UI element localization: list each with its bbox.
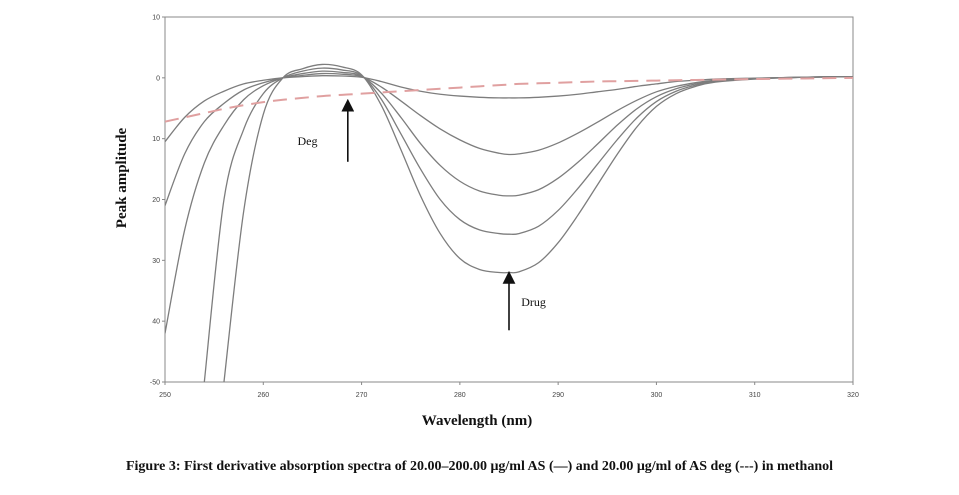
y-tick-label: 10 (152, 136, 160, 143)
x-tick-label: 260 (257, 392, 269, 399)
figure-caption: Figure 3: First derivative absorption sp… (125, 459, 834, 474)
x-tick-label: 280 (454, 392, 466, 399)
x-tick-label: 270 (356, 392, 368, 399)
series-line-drug (203, 67, 853, 382)
y-tick-label: -50 (150, 380, 160, 387)
y-tick-label: 10 (152, 15, 160, 22)
x-axis-title: Wavelength (nm) (422, 413, 532, 429)
series-line-drug (165, 75, 853, 143)
annotation-label: Drug (521, 295, 546, 309)
annotation-label: Deg (298, 134, 318, 148)
x-tick-label: 250 (159, 392, 171, 399)
series-line-drug (223, 63, 853, 382)
y-tick-label: 20 (152, 197, 160, 204)
series-line-drug (165, 72, 853, 206)
x-tick-label: 310 (749, 392, 761, 399)
series-line-drug (165, 70, 853, 334)
series-line-deg (165, 76, 853, 123)
y-axis-title: Peak amplitude (114, 127, 130, 228)
y-tick-label: 30 (152, 258, 160, 265)
y-tick-label: 0 (156, 75, 160, 82)
y-tick-label: 40 (152, 319, 160, 326)
x-tick-label: 300 (651, 392, 663, 399)
series-group (165, 63, 853, 382)
x-tick-label: 290 (552, 392, 564, 399)
x-tick-label: 320 (847, 392, 859, 399)
